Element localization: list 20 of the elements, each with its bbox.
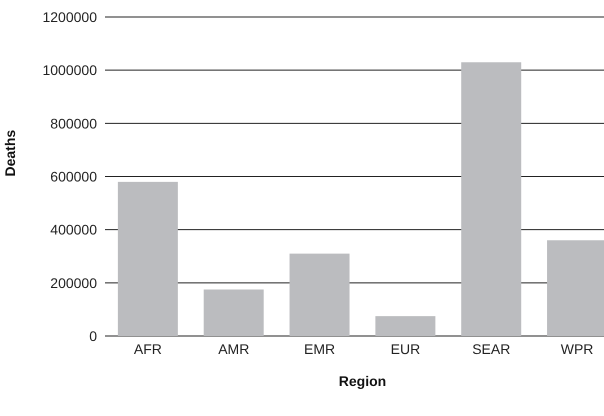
bar <box>290 254 350 336</box>
y-tick-label: 1000000 <box>42 62 98 78</box>
bar <box>204 289 264 336</box>
bar <box>118 182 178 336</box>
x-tick-label: AMR <box>218 340 250 357</box>
y-axis-title: Deaths <box>2 130 18 176</box>
y-tick-label: 200000 <box>50 274 98 291</box>
x-tick-label: SEAR <box>472 340 510 357</box>
x-tick-label: WPR <box>560 340 594 357</box>
bar <box>461 62 522 336</box>
x-tick-label: AFR <box>134 340 162 357</box>
y-tick-label: 0 <box>89 328 98 344</box>
x-tick-label: EMR <box>304 340 336 357</box>
x-axis-title: Region <box>338 373 386 389</box>
y-tick-label: 400000 <box>50 222 98 238</box>
x-tick-label: EUR <box>390 340 420 357</box>
y-tick-label: 1200000 <box>42 8 98 25</box>
y-tick-label: 800000 <box>50 115 98 132</box>
y-tick-label: 600000 <box>50 168 98 184</box>
bar <box>375 316 436 336</box>
